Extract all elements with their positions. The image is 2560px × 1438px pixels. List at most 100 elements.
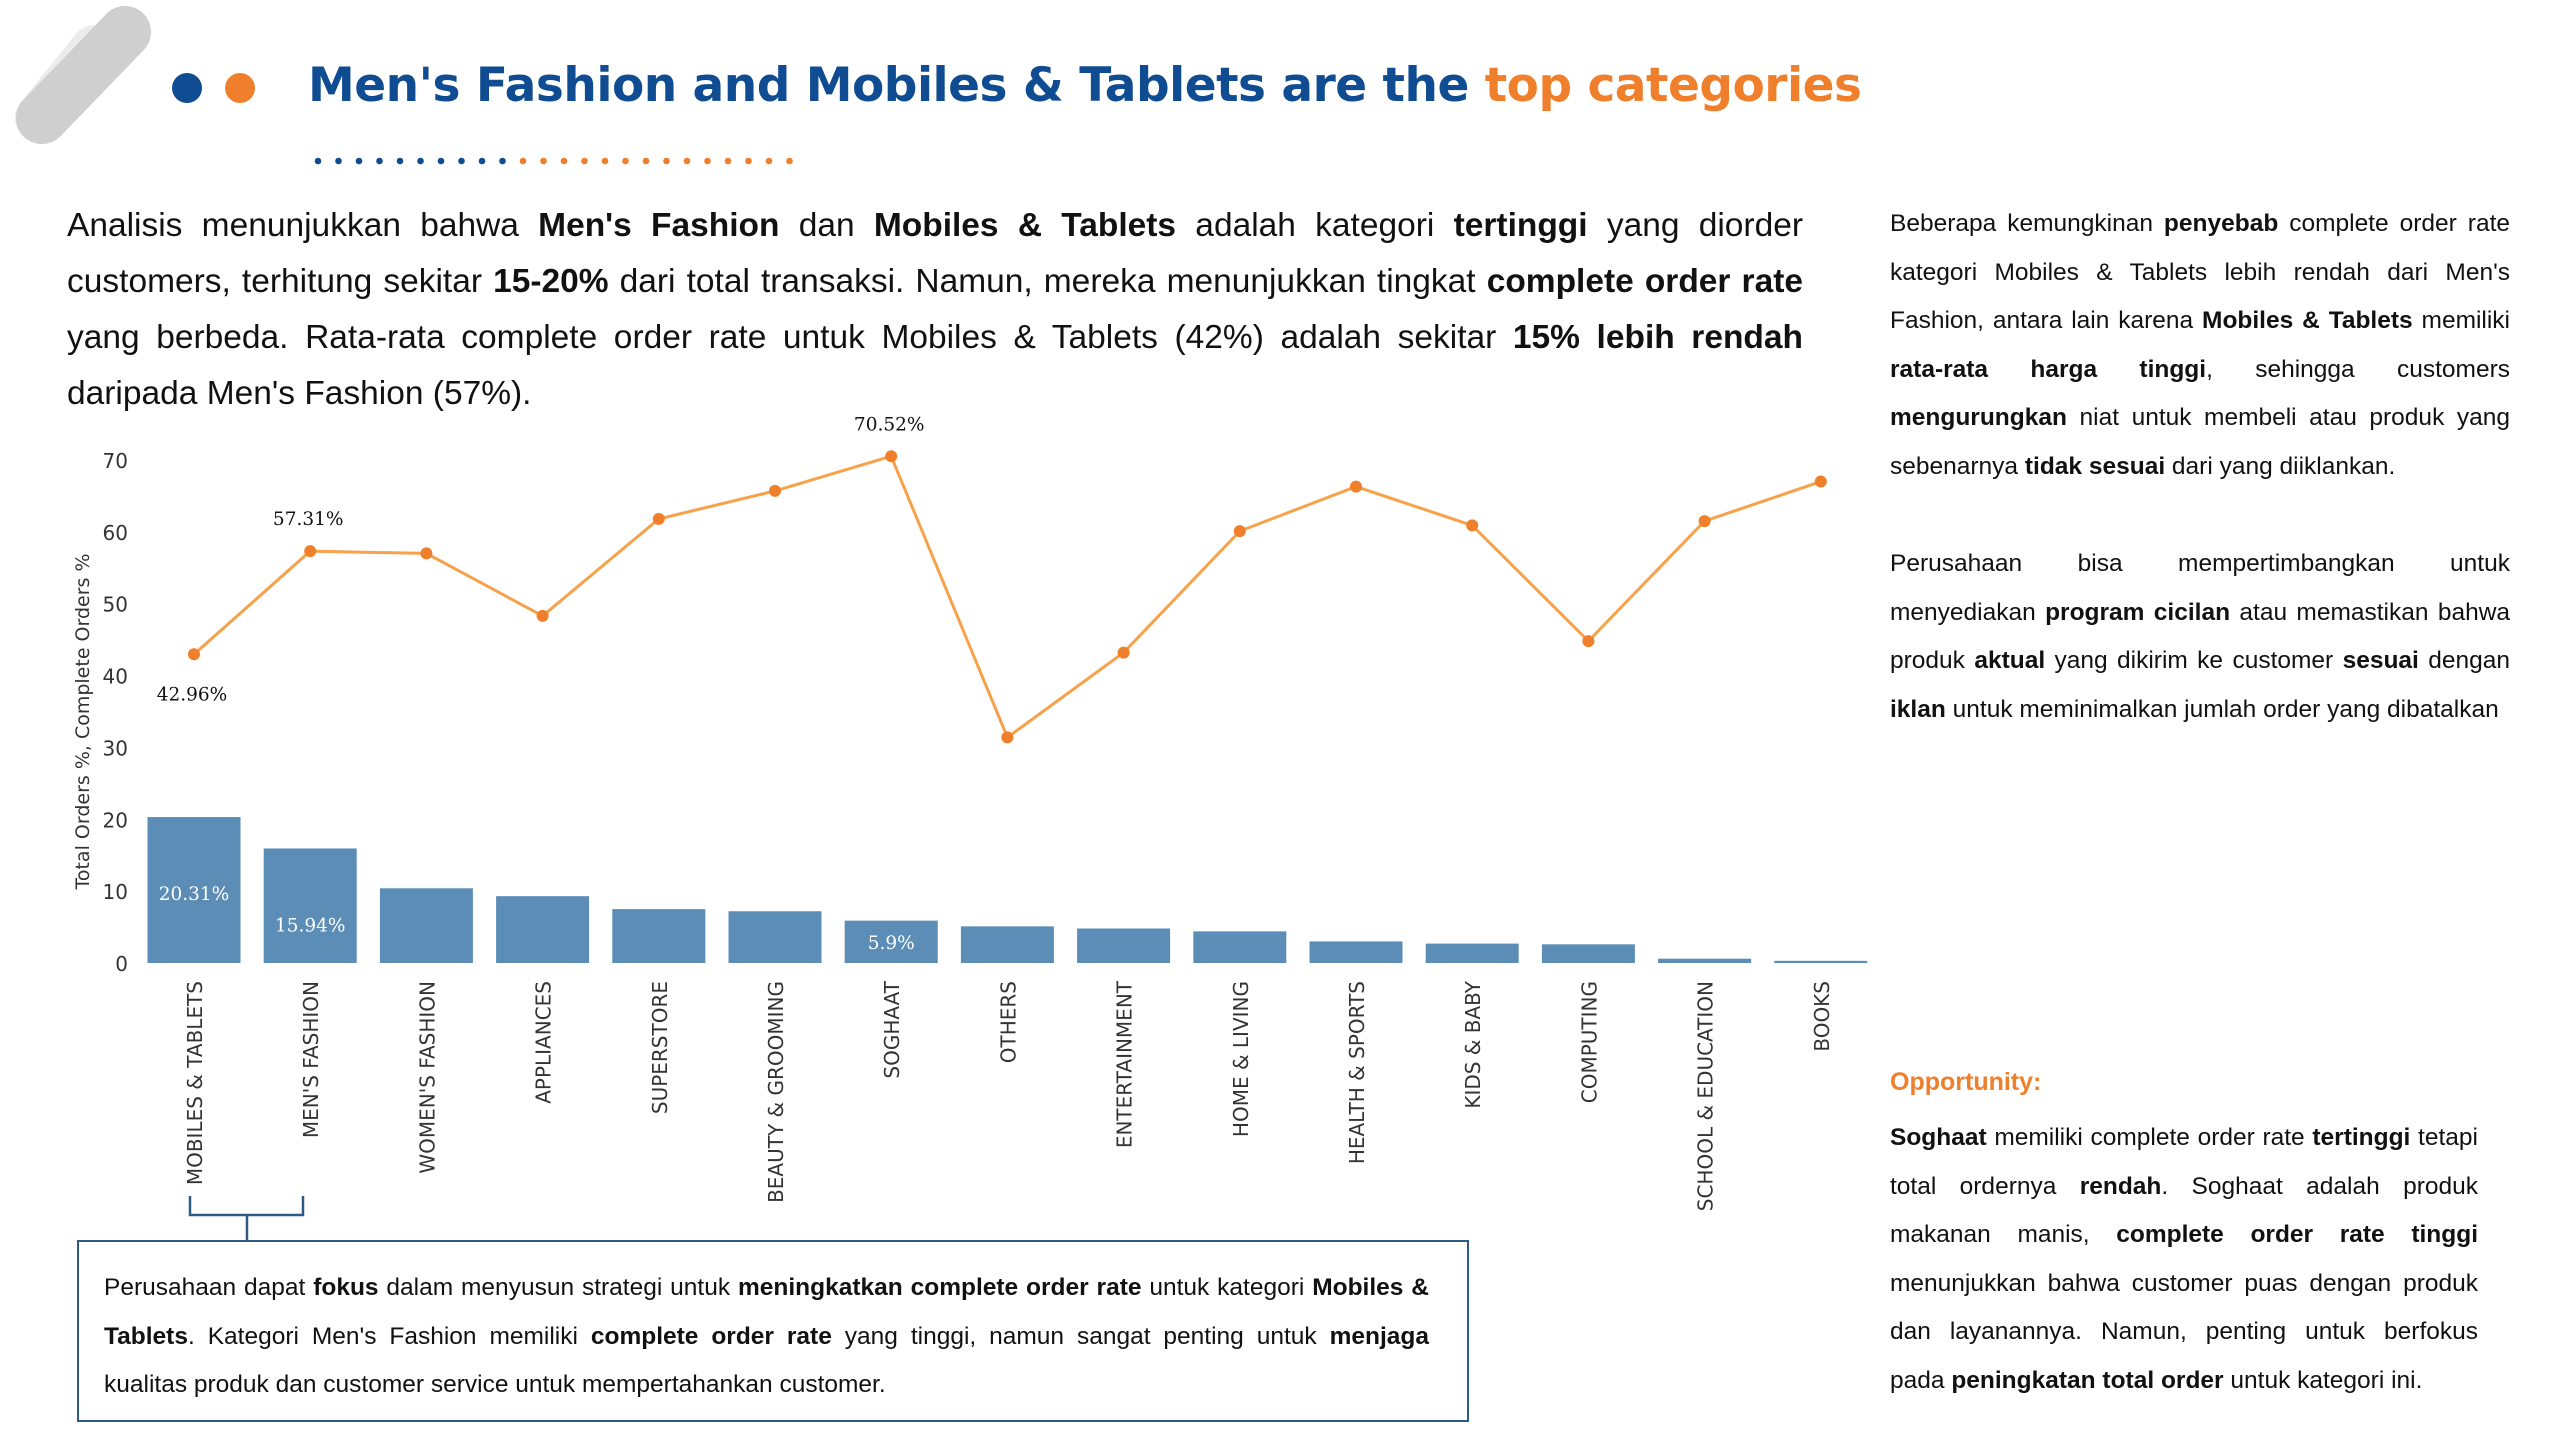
underline-dot xyxy=(519,157,527,165)
rp-text: untuk kategori ini. xyxy=(2223,1366,2423,1394)
bar xyxy=(379,888,473,963)
underline-dot xyxy=(540,157,547,165)
line-point xyxy=(1466,519,1479,532)
y-tick-label: 20 xyxy=(103,808,128,832)
underline-dot xyxy=(437,157,445,165)
bar xyxy=(960,926,1054,963)
rp-text: . Soghaat adalah produk makanan manis, xyxy=(1890,1172,2478,1249)
y-tick-label: 10 xyxy=(103,880,128,904)
callout-text: Perusahaan dapat xyxy=(104,1274,314,1301)
rp-bold: program cicilan xyxy=(2045,598,2231,626)
underline-dot xyxy=(396,157,404,165)
underline-dot xyxy=(355,157,363,165)
bar xyxy=(728,911,822,963)
rp-bold: rendah xyxy=(2079,1172,2162,1200)
intro-text: yang diorder customers, terhitung sekita… xyxy=(67,207,1803,300)
category-label: WOMEN'S FASHION xyxy=(415,981,439,1174)
deco-pill-dark xyxy=(16,6,151,144)
rp-bold: iklan xyxy=(1890,695,1946,723)
category-label: SUPERSTORE xyxy=(648,981,672,1114)
callout-text: yang tinggi, namun sangat penting untuk xyxy=(831,1322,1330,1350)
intro-bold: Mobiles & Tablets xyxy=(873,207,1177,244)
callout-bold: meningkatkan complete order rate xyxy=(737,1274,1142,1301)
y-tick-label: 0 xyxy=(115,952,128,976)
y-tick-label: 50 xyxy=(103,593,128,617)
underline-dot xyxy=(335,157,342,165)
underline-dot xyxy=(376,157,383,165)
title-main: Men's Fashion and Mobiles & Tablets are … xyxy=(308,58,1485,113)
rp-bold: Mobiles & Tablets xyxy=(2202,307,2413,335)
bar xyxy=(844,920,938,963)
rp-text: memiliki complete order rate xyxy=(1986,1124,2313,1151)
intro-text: Analisis menunjukkan bahwa xyxy=(67,207,539,244)
underline-dot xyxy=(601,157,609,165)
callout-text: untuk kategori xyxy=(1141,1274,1313,1301)
category-label: BOOKS xyxy=(1810,981,1834,1052)
bar xyxy=(263,848,357,963)
line-value-label: 70.52% xyxy=(854,414,925,435)
bar xyxy=(1658,958,1752,963)
intro-bold: 15-20% xyxy=(493,263,609,300)
line-point xyxy=(885,450,898,463)
bar-value-label: 15.94% xyxy=(275,915,346,936)
rp-text: memiliki xyxy=(2412,307,2511,335)
bar xyxy=(1425,943,1519,963)
rp-bold: penyebab xyxy=(2163,210,2279,237)
bar xyxy=(147,817,241,963)
y-axis-label: Total Orders %, Complete Orders % xyxy=(72,553,94,890)
rp-bold: peningkatan total order xyxy=(1951,1366,2224,1394)
category-label: SOGHAAT xyxy=(880,980,904,1078)
underline-dot xyxy=(724,157,732,165)
rp-text: tetapi total ordernya xyxy=(1890,1124,2478,1200)
category-label: MEN'S FASHION xyxy=(299,981,323,1138)
callout-text: kualitas produk dan customer service unt… xyxy=(104,1371,886,1399)
callout-bold: complete order rate xyxy=(590,1322,832,1350)
underline-dot xyxy=(704,157,711,165)
bar xyxy=(1541,944,1635,963)
category-label: ENTERTAINMENT xyxy=(1113,980,1137,1148)
underline-dot xyxy=(478,157,486,165)
category-label: KIDS & BABY xyxy=(1461,980,1485,1108)
cause-paragraph: Beberapa kemungkinan penyebab complete o… xyxy=(1890,200,2510,492)
page-title: Men's Fashion and Mobiles & Tablets are … xyxy=(308,58,1862,113)
line-point xyxy=(1698,515,1711,528)
title-highlight: top categories xyxy=(1484,58,1862,113)
callout-bold: menjaga xyxy=(1329,1322,1429,1350)
underline-dot xyxy=(765,157,773,165)
bar xyxy=(1077,928,1171,963)
callout-text: dalam menyusun strategi untuk xyxy=(378,1274,738,1301)
rp-text: Beberapa kemungkinan xyxy=(1890,210,2164,237)
intro-text: dan xyxy=(779,207,874,244)
y-tick-label: 70 xyxy=(103,449,128,473)
dotted-underline xyxy=(314,157,793,165)
y-tick-label: 40 xyxy=(103,665,128,689)
rp-bold: tidak sesuai xyxy=(2024,452,2166,480)
bar xyxy=(1774,960,1868,963)
intro-bold: Men's Fashion xyxy=(538,207,780,244)
intro-text: adalah kategori xyxy=(1176,207,1454,244)
underline-dot xyxy=(581,157,588,165)
category-label: COMPUTING xyxy=(1577,981,1601,1103)
underline-dot xyxy=(663,157,670,165)
line-point xyxy=(1117,646,1130,659)
y-tick-label: 30 xyxy=(103,736,128,760)
underline-dot xyxy=(745,157,752,165)
opportunity-paragraph: Soghaat memiliki complete order rate ter… xyxy=(1890,1114,2478,1406)
intro-bold: 15% lebih rendah xyxy=(1512,319,1803,356)
deco-dot-blue xyxy=(172,73,202,103)
underline-dot xyxy=(786,157,793,165)
callout-text: . Kategori Men's Fashion memiliki xyxy=(187,1322,591,1350)
rp-bold: sesuai xyxy=(2342,647,2419,675)
line-point xyxy=(536,609,549,622)
underline-dot xyxy=(683,157,691,165)
recommendation-paragraph: Perusahaan bisa mempertimbangkan untuk m… xyxy=(1890,540,2510,734)
underline-dot xyxy=(458,157,465,165)
line-point xyxy=(1233,525,1246,538)
callout-bold: Mobiles & Tablets xyxy=(104,1274,1429,1350)
intro-bold: complete order rate xyxy=(1486,263,1803,300)
rp-text: Perusahaan bisa mempertimbangkan untuk m… xyxy=(1890,550,2510,626)
bar-value-label: 20.31% xyxy=(159,884,230,905)
bar-value-label: 5.9% xyxy=(868,933,915,954)
bar xyxy=(612,909,706,963)
underline-dot xyxy=(314,157,322,165)
